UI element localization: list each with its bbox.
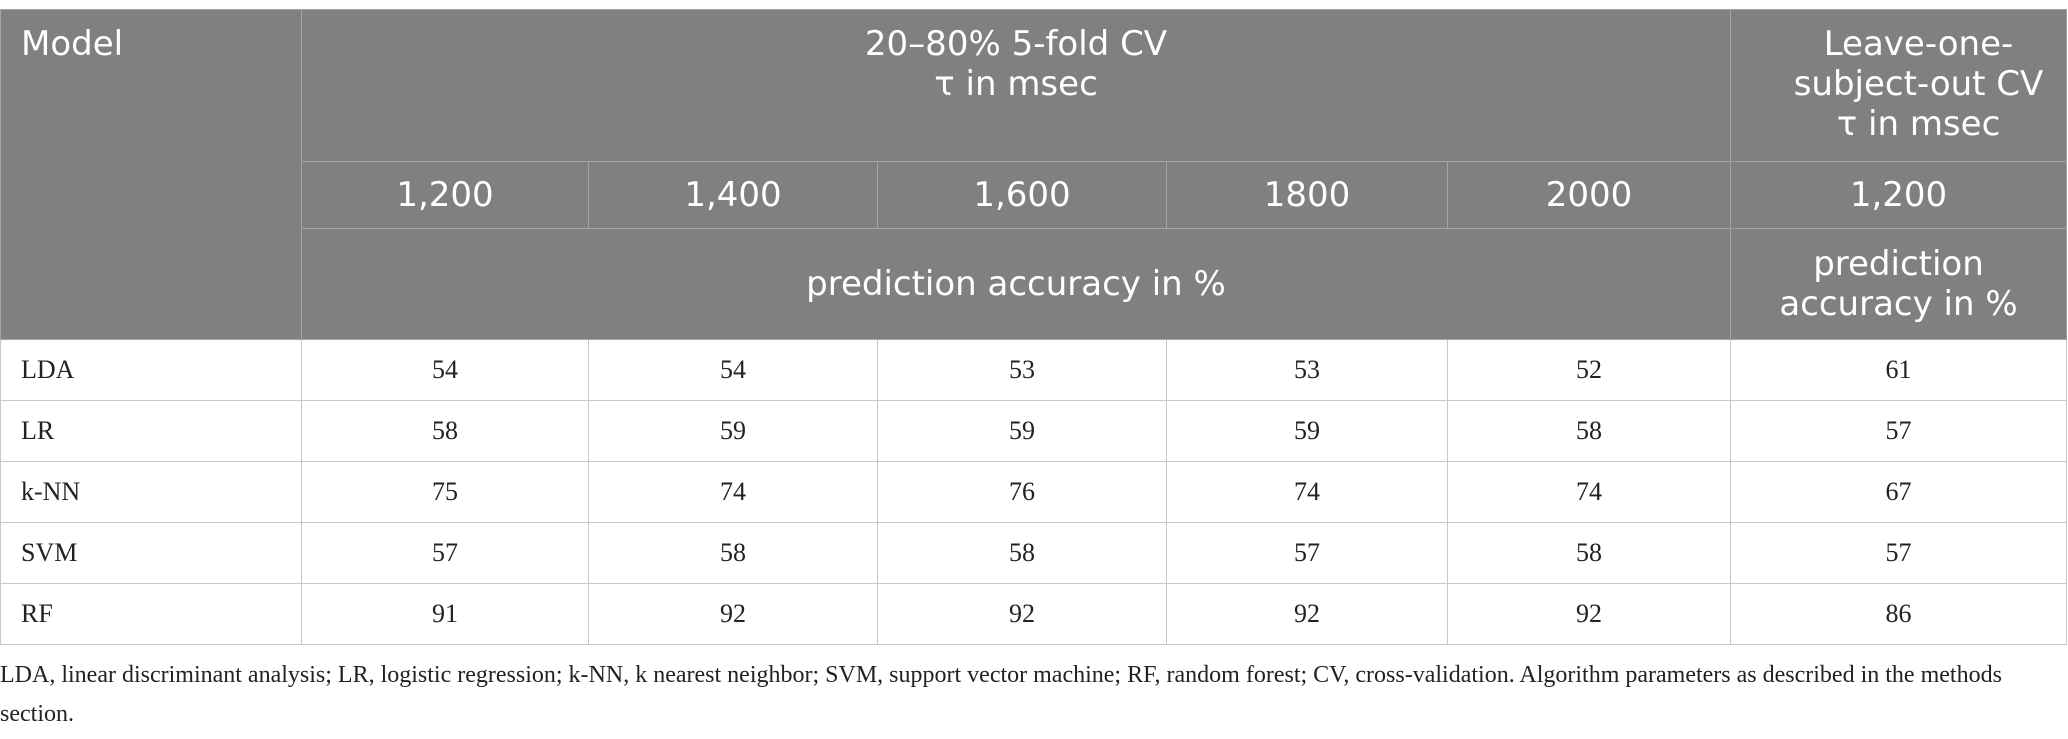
header-line: Leave-one-subject-out CV xyxy=(1793,24,2044,104)
row-label: SVM xyxy=(0,522,302,584)
header-row: 1,200 1,400 1,600 1800 2000 1,200 xyxy=(1,161,2067,229)
header-row: prediction accuracy in % prediction accur… xyxy=(1,228,2067,340)
cell: 61 xyxy=(1730,339,2067,401)
cell: 91 xyxy=(301,583,589,645)
header-line: τ in msec xyxy=(934,64,1098,104)
row-label: LDA xyxy=(0,339,302,401)
data-row: k-NN 75 74 76 74 74 67 xyxy=(0,461,2067,523)
cell: 92 xyxy=(1166,583,1448,645)
cell: 76 xyxy=(877,461,1167,523)
cell: 92 xyxy=(588,583,878,645)
cell: 57 xyxy=(1730,522,2067,584)
data-row: LR 58 59 59 59 58 57 xyxy=(0,400,2067,462)
cell: 92 xyxy=(1447,583,1731,645)
cell: 58 xyxy=(877,522,1167,584)
header-cell: 1,400 xyxy=(588,161,878,229)
data-row: LDA 54 54 53 53 52 61 xyxy=(0,339,2067,401)
header-cell: 1,200 xyxy=(301,161,589,229)
cell: 53 xyxy=(877,339,1167,401)
cell: 74 xyxy=(1166,461,1448,523)
header-cell: 20–80% 5-fold CV τ in msec xyxy=(301,9,1731,162)
cell: 54 xyxy=(588,339,878,401)
header-cell: prediction accuracy in % xyxy=(1730,228,2067,340)
row-label: RF xyxy=(0,583,302,645)
header-line: τ in msec xyxy=(1836,104,2001,144)
cell: 59 xyxy=(588,400,878,462)
cell: 57 xyxy=(301,522,589,584)
header-cell: prediction accuracy in % xyxy=(301,228,1731,340)
cell: 59 xyxy=(877,400,1167,462)
cell: 58 xyxy=(588,522,878,584)
header-cell: 1,600 xyxy=(877,161,1167,229)
cell: 58 xyxy=(1447,522,1731,584)
header-line: 20–80% 5-fold CV xyxy=(864,24,1168,64)
data-row: RF 91 92 92 92 92 86 xyxy=(0,583,2067,645)
table-body: LDA 54 54 53 53 52 61 LR 58 59 59 59 58 57 k-NN 75 74 76 7… xyxy=(0,339,2067,645)
cell: 86 xyxy=(1730,583,2067,645)
row-label: k-NN xyxy=(0,461,302,523)
header-cell: 1800 xyxy=(1166,161,1448,229)
cell: 74 xyxy=(1447,461,1731,523)
table-header: Model 20–80% 5-fold CV τ in msec Leave-one-… xyxy=(0,9,2067,340)
cell: 92 xyxy=(877,583,1167,645)
footnote: LDA, linear discriminant analysis; LR, l… xyxy=(0,662,2002,727)
header-row: Model 20–80% 5-fold CV τ in msec Leave-one-… xyxy=(0,9,2067,340)
cell: 52 xyxy=(1447,339,1731,401)
cell: 54 xyxy=(301,339,589,401)
cell: 59 xyxy=(1166,400,1448,462)
header-cell: 2000 xyxy=(1447,161,1731,229)
row-label: LR xyxy=(0,400,302,462)
header-cell: Leave-one-subject-out CV τ in msec xyxy=(1730,9,2067,162)
cell: 75 xyxy=(301,461,589,523)
cell: 58 xyxy=(1447,400,1731,462)
header-cell: 1,200 xyxy=(1730,161,2067,229)
header-cell: Model xyxy=(0,9,302,340)
results-table: Model 20–80% 5-fold CV τ in msec Leave-one-… xyxy=(0,9,2067,645)
cell: 57 xyxy=(1166,522,1448,584)
cell: 67 xyxy=(1730,461,2067,523)
cell: 53 xyxy=(1166,339,1448,401)
data-row: SVM 57 58 58 57 58 57 xyxy=(0,522,2067,584)
cell: 58 xyxy=(301,400,589,462)
cell: 74 xyxy=(588,461,878,523)
cell: 57 xyxy=(1730,400,2067,462)
